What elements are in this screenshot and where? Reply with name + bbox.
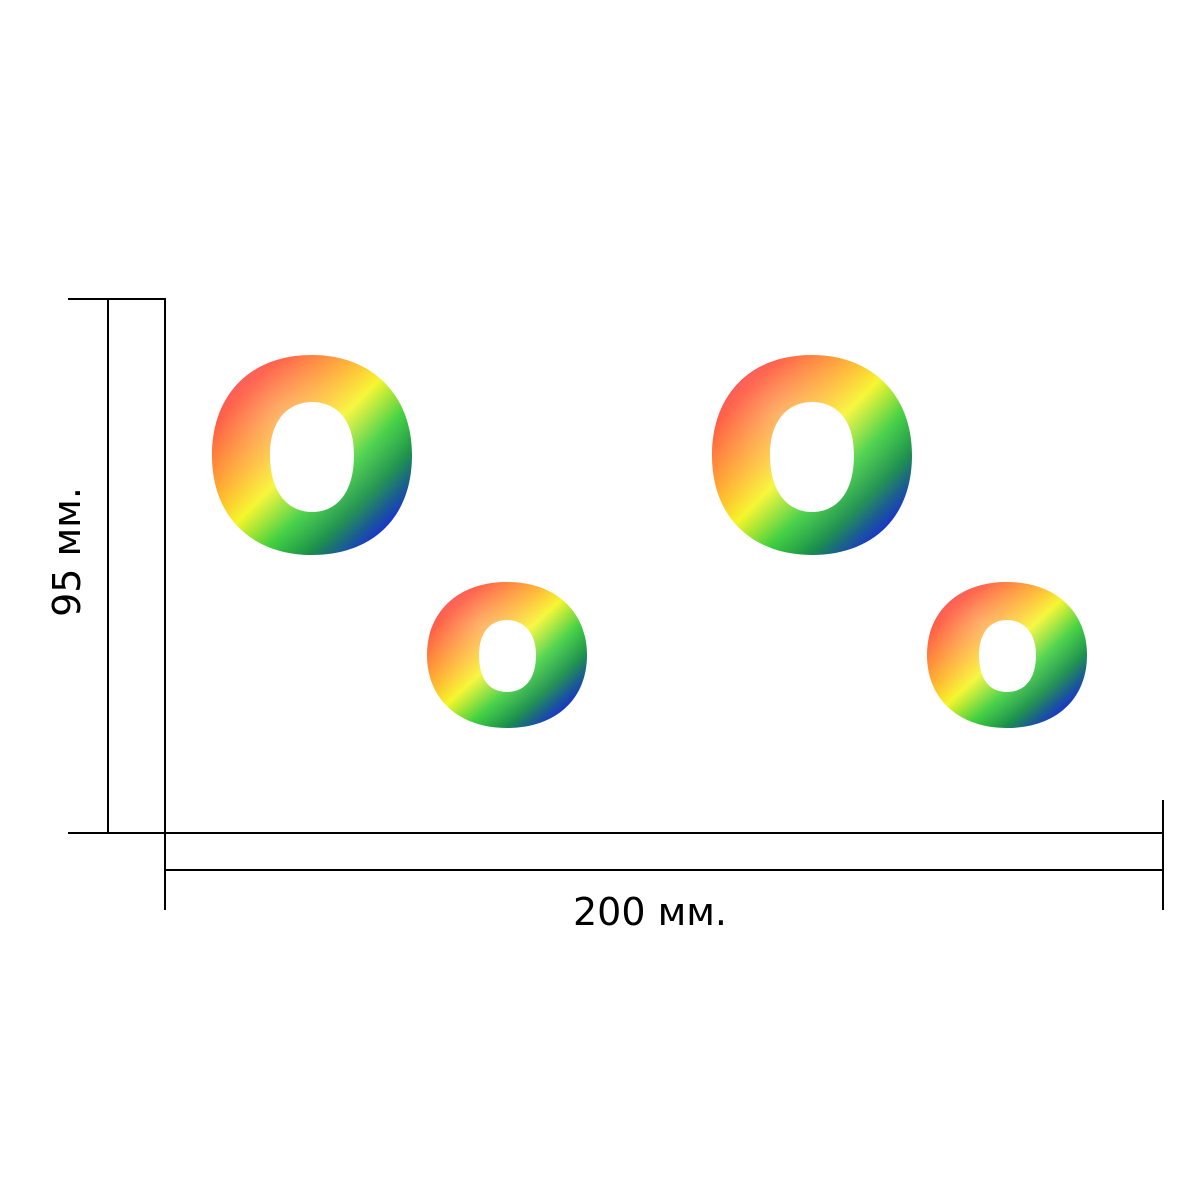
large-letter-o-left	[212, 355, 412, 555]
width-label: 200 мм.	[573, 890, 727, 934]
small-letter-o-left	[427, 582, 587, 728]
height-dimension	[68, 298, 166, 834]
height-label: 95 мм.	[45, 487, 89, 617]
width-dimension	[164, 800, 1164, 910]
large-letter-o-right	[712, 355, 912, 555]
small-letter-o-right	[927, 582, 1087, 728]
